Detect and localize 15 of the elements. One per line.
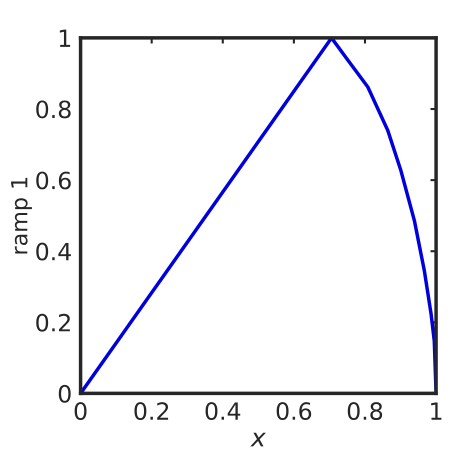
x-tick-label: 0.8 [348,402,382,420]
x-tick-label: 0.4 [206,402,240,420]
x-tick-label: 0.2 [134,402,168,420]
y-tick-label: 0.2 [36,314,70,332]
y-tick-label: 0.4 [36,242,71,261]
y-axis-title: ramp 1 [11,178,32,254]
x-tick-label: 0.6 [276,402,312,420]
line-series [80,38,436,394]
y-tick-label: 0.8 [36,100,71,118]
y-tick-label: 1 [60,30,70,47]
x-tick-label: 1 [431,402,442,420]
x-axis-title: x [250,432,266,446]
y-tick-label: 0 [58,384,71,403]
x-tick-label: 0 [74,402,87,420]
y-tick-label: 0.6 [36,172,71,190]
